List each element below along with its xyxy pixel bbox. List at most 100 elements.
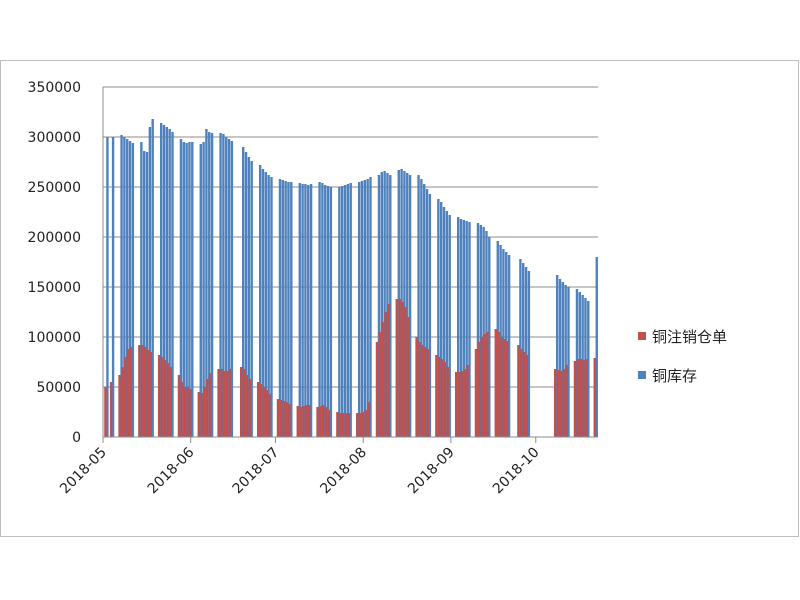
- bar-copper-inventory: [445, 211, 449, 437]
- y-tick-label: 250000: [28, 180, 81, 196]
- bar-copper-inventory: [383, 171, 386, 437]
- bar-copper-inventory: [341, 186, 344, 437]
- bar-copper-cancelled-warrants: [305, 405, 308, 437]
- bar-copper-inventory: [258, 165, 262, 437]
- bar-copper-inventory: [587, 301, 590, 437]
- legend-swatch-red: [638, 332, 646, 340]
- bar-copper-inventory: [202, 142, 205, 437]
- bar-copper-cancelled-warrants: [160, 357, 164, 437]
- bar-copper-inventory: [106, 137, 109, 437]
- bar-copper-inventory: [555, 275, 559, 437]
- bar-copper-cancelled-warrants: [220, 369, 223, 437]
- bar-copper-inventory: [329, 187, 333, 437]
- bar-copper-cancelled-warrants: [157, 355, 161, 437]
- bar-copper-inventory: [242, 147, 245, 437]
- bar-copper-cancelled-warrants: [256, 382, 260, 437]
- bar-copper-cancelled-warrants: [582, 360, 585, 437]
- bar-copper-inventory: [459, 219, 463, 437]
- bar-copper-cancelled-warrants: [265, 390, 268, 437]
- bar-copper-cancelled-warrants: [141, 345, 144, 437]
- bar-copper-cancelled-warrants: [200, 393, 203, 437]
- bar-copper-inventory: [145, 152, 149, 437]
- bar-copper-cancelled-warrants: [497, 332, 500, 437]
- bar-copper-cancelled-warrants: [129, 347, 133, 437]
- x-tick-label: 2018-07: [230, 445, 283, 498]
- bar-copper-inventory: [488, 237, 491, 437]
- series-copper-cancelled-warrants: [104, 299, 596, 437]
- bar-copper-inventory: [406, 173, 409, 437]
- bar-copper-cancelled-warrants: [189, 389, 192, 437]
- bar-copper-cancelled-warrants: [339, 413, 342, 437]
- bar-copper-inventory: [227, 139, 231, 437]
- series-copper-inventory: [106, 119, 598, 437]
- bar-copper-cancelled-warrants: [457, 372, 461, 437]
- bar-copper-cancelled-warrants: [559, 371, 563, 437]
- bar-copper-cancelled-warrants: [404, 307, 407, 437]
- bar-copper-cancelled-warrants: [225, 371, 229, 437]
- bar-copper-cancelled-warrants: [322, 405, 325, 437]
- x-tick-label: 2018-05: [57, 445, 110, 498]
- bar-copper-inventory: [284, 181, 287, 437]
- x-tick-label: 2018-08: [317, 445, 370, 498]
- bar-copper-cancelled-warrants: [585, 359, 588, 437]
- bar-copper-inventory: [561, 282, 565, 437]
- bar-copper-cancelled-warrants: [375, 342, 379, 437]
- bar-copper-cancelled-warrants: [208, 373, 212, 437]
- bar-copper-cancelled-warrants: [367, 402, 370, 437]
- bar-copper-cancelled-warrants: [494, 329, 497, 437]
- bar-copper-inventory: [369, 177, 372, 437]
- bar-copper-inventory: [281, 180, 284, 437]
- bar-copper-inventory: [417, 175, 420, 437]
- bar-copper-cancelled-warrants: [149, 352, 152, 437]
- bar-copper-inventory: [380, 172, 383, 437]
- bar-copper-inventory: [595, 257, 598, 437]
- bar-copper-inventory: [440, 202, 443, 437]
- bar-copper-inventory: [162, 125, 166, 437]
- bar-copper-inventory: [250, 161, 253, 437]
- bar-copper-inventory: [366, 179, 369, 437]
- bar-copper-inventory: [159, 123, 163, 437]
- bar-copper-inventory: [423, 184, 426, 437]
- bar-copper-cancelled-warrants: [387, 304, 390, 437]
- bar-copper-inventory: [448, 215, 451, 437]
- bar-copper-inventory: [301, 184, 304, 437]
- bar-copper-inventory: [324, 185, 327, 437]
- bar-copper-cancelled-warrants: [423, 347, 427, 437]
- bar-copper-inventory: [261, 169, 265, 437]
- bar-copper-inventory: [222, 134, 225, 437]
- bar-copper-inventory: [357, 182, 361, 437]
- bar-copper-inventory: [225, 137, 228, 437]
- bar-copper-inventory: [208, 132, 211, 437]
- bar-copper-cancelled-warrants: [593, 358, 596, 437]
- bar-copper-cancelled-warrants: [299, 407, 302, 437]
- bar-copper-inventory: [298, 183, 301, 437]
- bar-copper-inventory: [389, 175, 392, 437]
- bar-copper-cancelled-warrants: [169, 367, 172, 437]
- bar-copper-cancelled-warrants: [446, 367, 449, 437]
- bar-copper-cancelled-warrants: [576, 359, 579, 437]
- bar-copper-cancelled-warrants: [364, 410, 367, 437]
- bar-copper-inventory: [349, 183, 352, 437]
- bar-copper-inventory: [462, 220, 466, 437]
- bar-copper-cancelled-warrants: [121, 367, 124, 437]
- bar-copper-cancelled-warrants: [384, 312, 387, 437]
- bar-copper-inventory: [522, 263, 525, 437]
- bar-copper-inventory: [171, 132, 174, 437]
- bar-copper-cancelled-warrants: [562, 369, 565, 437]
- bar-copper-cancelled-warrants: [378, 332, 381, 437]
- bar-copper-cancelled-warrants: [279, 400, 282, 437]
- bar-copper-inventory: [326, 186, 330, 437]
- bar-copper-cancelled-warrants: [180, 382, 183, 437]
- bar-copper-cancelled-warrants: [474, 349, 478, 437]
- x-tick-labels: 2018-05 2018-06 2018-07 2018-08 2018-09 2018-…: [57, 444, 542, 497]
- bar-copper-inventory: [267, 175, 270, 437]
- y-tick-label: 0: [72, 430, 81, 446]
- y-tick-label: 200000: [28, 230, 81, 246]
- bar-copper-cancelled-warrants: [307, 405, 311, 437]
- bar-copper-cancelled-warrants: [344, 413, 348, 437]
- bar-copper-cancelled-warrants: [438, 357, 441, 437]
- bar-copper-inventory: [524, 267, 528, 437]
- bar-copper-inventory: [465, 221, 468, 437]
- bar-copper-cancelled-warrants: [104, 387, 107, 437]
- bar-copper-inventory: [151, 119, 154, 437]
